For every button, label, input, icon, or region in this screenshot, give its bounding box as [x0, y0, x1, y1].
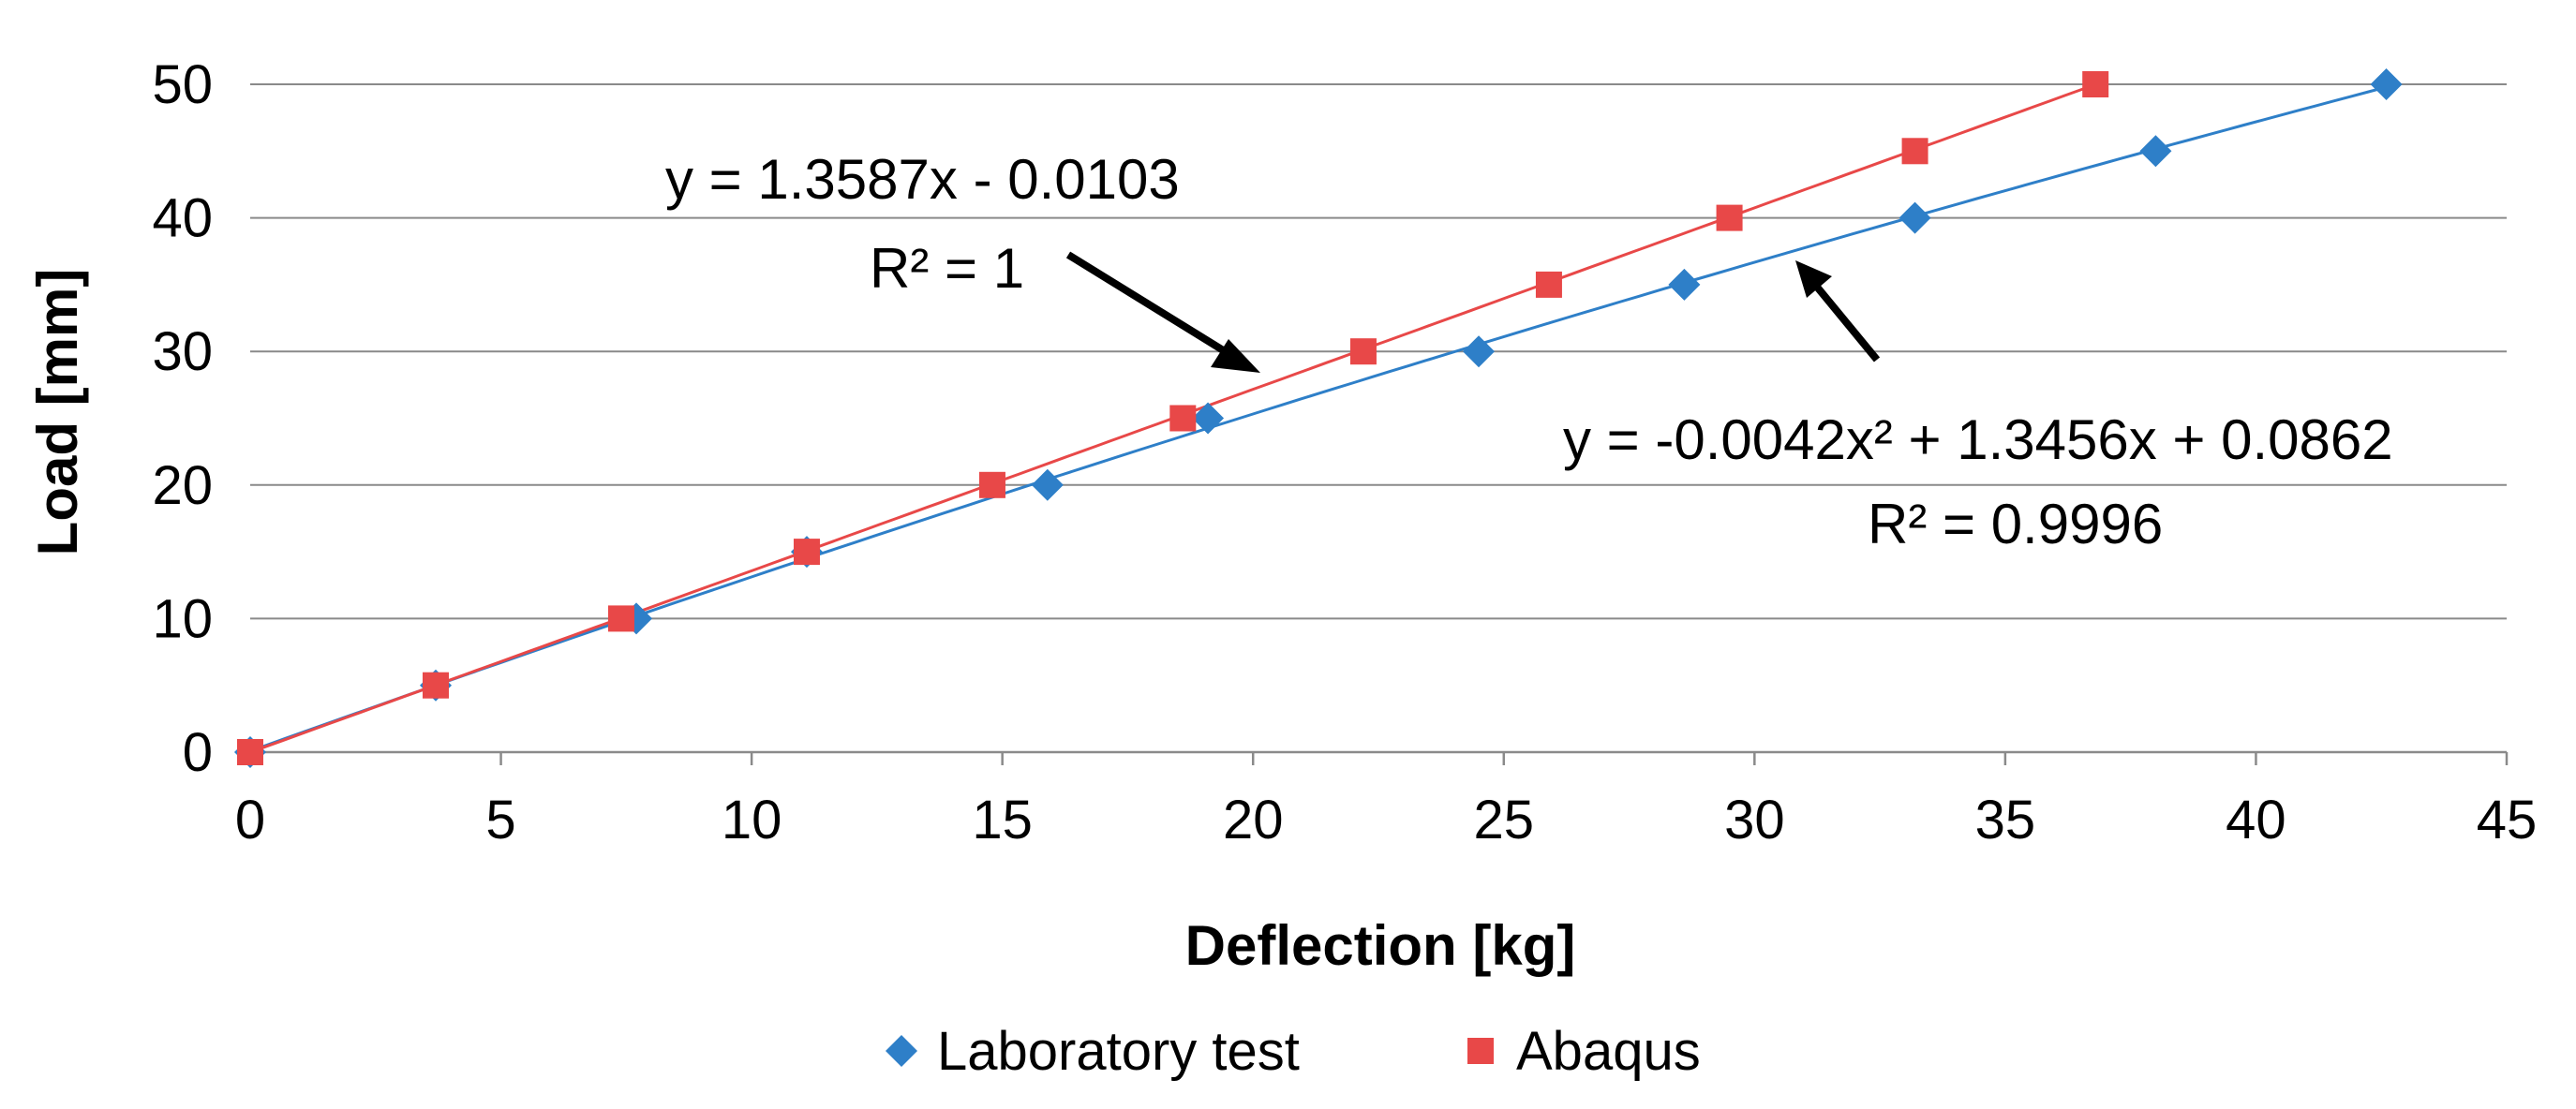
legend-marker-diamond — [886, 1035, 917, 1067]
abaqus-data-point — [1169, 405, 1197, 432]
lab-data-point — [1192, 402, 1225, 435]
y-axis-title: Load [mm] — [26, 269, 89, 556]
legend-item-abaqus: Abaqus — [1467, 1021, 1701, 1082]
abaqus-data-point — [1901, 138, 1928, 165]
x-tick-label: 25 — [1474, 790, 1535, 850]
lab-data-point — [1031, 468, 1064, 501]
y-tick-label: 0 — [183, 722, 213, 783]
lab-equation-label: y = -0.0042x² + 1.3456x + 0.0862 — [1563, 408, 2393, 471]
marker-layer — [234, 68, 2403, 768]
abaqus-data-point — [237, 739, 263, 765]
y-tick-label: 40 — [152, 188, 213, 249]
lab-r2-label: R² = 0.9996 — [1868, 493, 2163, 555]
x-tick-label: 35 — [1975, 790, 2036, 850]
abaqus-data-point — [793, 539, 820, 566]
abaqus-data-point — [2082, 71, 2109, 97]
x-tick-label: 30 — [1724, 790, 1785, 850]
legend-label: Laboratory test — [937, 1021, 1300, 1082]
x-tick-label: 45 — [2477, 790, 2538, 850]
legend-marker-square — [1467, 1038, 1494, 1064]
abaqus-data-point — [422, 672, 449, 699]
lab-data-point — [2370, 68, 2403, 100]
abaqus-data-point — [1349, 338, 1377, 365]
abaqus-data-point — [1716, 204, 1743, 231]
y-tick-label: 30 — [152, 321, 213, 382]
lab-data-point — [1463, 335, 1496, 368]
lab-data-point — [2139, 135, 2172, 168]
abaqus-data-point — [1535, 271, 1562, 298]
abaqus-equation-label: y = 1.3587x - 0.0103 — [665, 148, 1180, 211]
x-tick-label: 5 — [485, 790, 515, 850]
legend-label: Abaqus — [1516, 1021, 1701, 1082]
x-tick-label: 20 — [1223, 790, 1284, 850]
x-tick-label: 0 — [235, 790, 265, 850]
y-tick-label: 50 — [152, 54, 213, 115]
abaqus-pointer-arrow — [1065, 251, 1260, 373]
x-tick-label: 10 — [722, 790, 782, 850]
lab-data-point — [1898, 201, 1931, 234]
abaqus-data-point — [978, 471, 1005, 498]
x-tick-label: 15 — [972, 790, 1033, 850]
title-layer: Deflection [kg] Load [mm] — [26, 269, 1575, 977]
abaqus-r2-label: R² = 1 — [870, 237, 1024, 300]
abaqus-data-point — [607, 605, 634, 632]
grid-layer — [250, 83, 2507, 620]
legend: Laboratory test Abaqus — [886, 1021, 1701, 1082]
axis-layer: 0 10 20 30 40 50 0 5 10 15 20 25 30 35 40 45 — [152, 54, 2537, 850]
y-tick-label: 20 — [152, 455, 213, 516]
annotation-layer: y = 1.3587x - 0.0103 R² = 1 y = -0.0042x… — [665, 148, 2393, 555]
lab-trendline — [249, 85, 2387, 753]
y-tick-label: 10 — [152, 588, 213, 649]
lab-pointer-arrow — [1795, 260, 1881, 362]
legend-item-laboratory-test: Laboratory test — [886, 1021, 1300, 1082]
x-axis-title: Deflection [kg] — [1185, 914, 1576, 977]
x-tick-label: 40 — [2226, 790, 2286, 850]
lab-data-point — [1668, 268, 1701, 301]
